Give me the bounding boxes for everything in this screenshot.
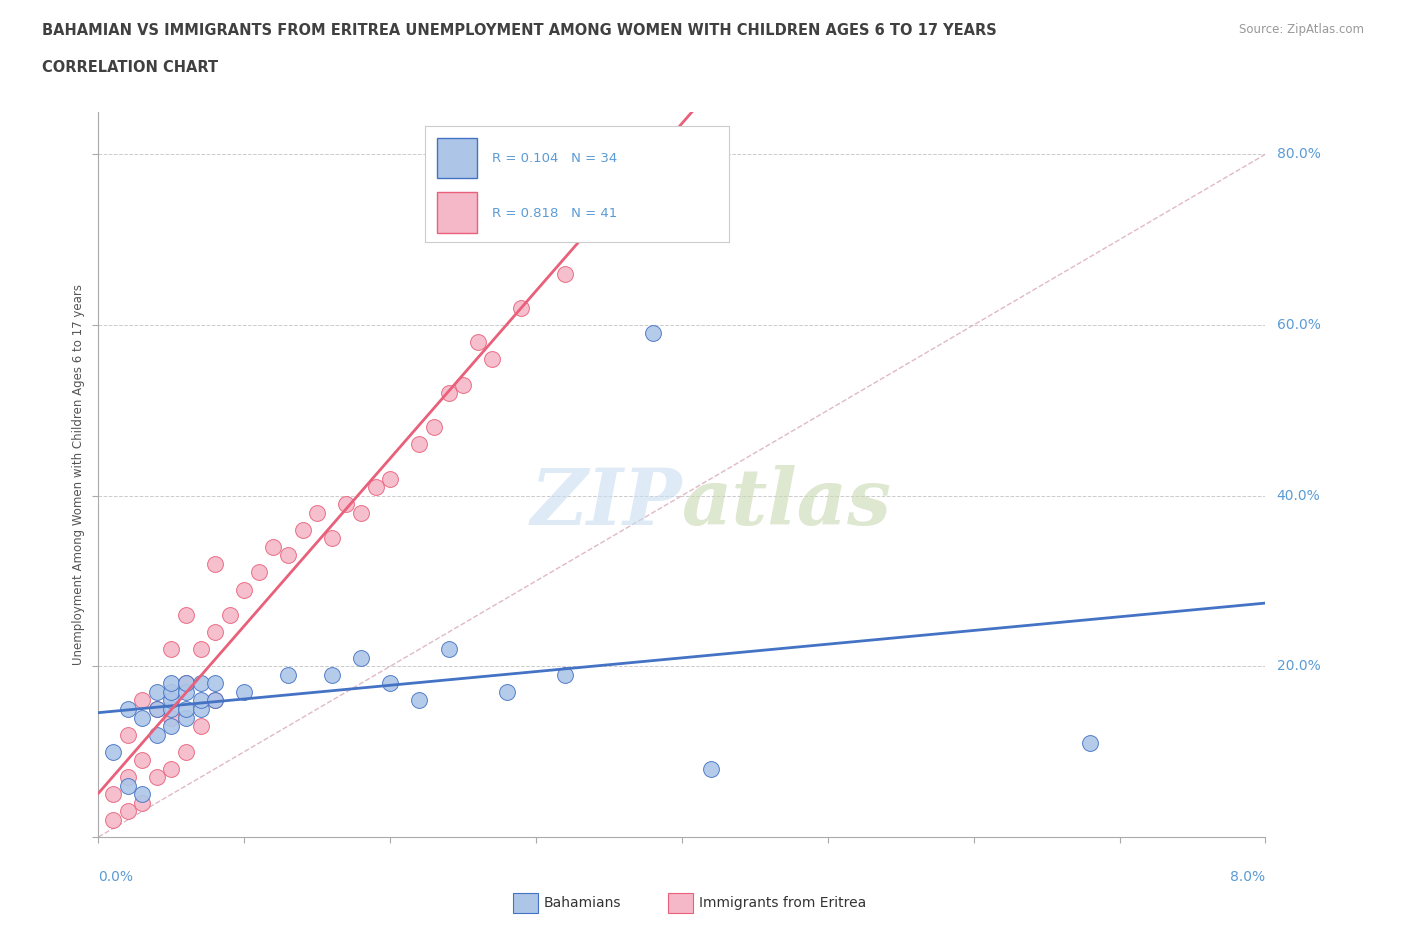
Point <box>204 693 226 708</box>
Point <box>262 539 284 554</box>
Text: 8.0%: 8.0% <box>1230 870 1265 884</box>
Point <box>160 642 183 657</box>
Text: 20.0%: 20.0% <box>1277 659 1320 673</box>
Point <box>378 676 402 691</box>
Point <box>131 693 153 708</box>
Point <box>247 565 270 580</box>
Text: Source: ZipAtlas.com: Source: ZipAtlas.com <box>1239 23 1364 36</box>
Point <box>204 556 226 571</box>
Point <box>307 505 329 520</box>
Point <box>321 668 343 683</box>
Point <box>101 787 124 802</box>
Point <box>467 335 489 350</box>
Point <box>117 701 139 716</box>
Point <box>451 378 474 392</box>
Point <box>190 701 212 716</box>
Point <box>277 548 299 563</box>
Point <box>204 676 226 691</box>
Point <box>117 770 139 785</box>
Point <box>554 266 576 281</box>
Point <box>321 531 343 546</box>
Point <box>174 676 197 691</box>
Point <box>190 642 212 657</box>
Point <box>233 684 256 699</box>
Point <box>146 770 169 785</box>
Text: 0.0%: 0.0% <box>98 870 134 884</box>
Point <box>423 420 446 435</box>
Point <box>160 711 183 725</box>
Point <box>174 676 197 691</box>
Point <box>408 693 430 708</box>
Point <box>190 693 212 708</box>
Point <box>146 701 169 716</box>
Text: ZIP: ZIP <box>530 465 682 541</box>
Point <box>131 787 153 802</box>
Point <box>160 762 183 777</box>
Point <box>481 352 503 366</box>
Text: atlas: atlas <box>682 465 891 541</box>
Point <box>146 727 169 742</box>
Point <box>146 684 169 699</box>
Text: 80.0%: 80.0% <box>1277 147 1320 161</box>
Point <box>510 300 533 315</box>
Point <box>291 523 314 538</box>
Text: Immigrants from Eritrea: Immigrants from Eritrea <box>699 896 866 910</box>
Text: 40.0%: 40.0% <box>1277 488 1320 502</box>
Text: Bahamians: Bahamians <box>544 896 621 910</box>
Text: BAHAMIAN VS IMMIGRANTS FROM ERITREA UNEMPLOYMENT AMONG WOMEN WITH CHILDREN AGES : BAHAMIAN VS IMMIGRANTS FROM ERITREA UNEM… <box>42 23 997 38</box>
Point <box>174 684 197 699</box>
Point <box>204 625 226 640</box>
Text: 60.0%: 60.0% <box>1277 318 1320 332</box>
Point <box>174 744 197 759</box>
Point <box>204 693 226 708</box>
Point <box>1080 736 1102 751</box>
Point <box>190 719 212 734</box>
Point <box>350 650 373 665</box>
Text: CORRELATION CHART: CORRELATION CHART <box>42 60 218 75</box>
Point <box>437 642 460 657</box>
Point <box>160 693 183 708</box>
Point <box>117 727 139 742</box>
Point <box>131 711 153 725</box>
Point <box>101 744 124 759</box>
Point <box>174 701 197 716</box>
Point <box>160 676 183 691</box>
Point <box>101 813 124 828</box>
Point <box>146 701 169 716</box>
Point <box>218 607 240 622</box>
Point <box>233 582 256 597</box>
Point <box>174 607 197 622</box>
Point <box>408 437 430 452</box>
Point <box>554 668 576 683</box>
Y-axis label: Unemployment Among Women with Children Ages 6 to 17 years: Unemployment Among Women with Children A… <box>72 284 84 665</box>
Point <box>117 804 139 818</box>
Point <box>131 795 153 810</box>
Point <box>160 719 183 734</box>
Point <box>437 386 460 401</box>
Point <box>496 684 519 699</box>
Point <box>131 752 153 767</box>
Point <box>364 480 387 495</box>
Point <box>277 668 299 683</box>
Point <box>117 778 139 793</box>
Point <box>160 701 183 716</box>
Point <box>174 711 197 725</box>
Point <box>641 326 664 341</box>
Point <box>335 497 357 512</box>
Point <box>700 762 723 777</box>
Point <box>190 676 212 691</box>
Point <box>378 472 402 486</box>
Point <box>160 684 183 699</box>
Point <box>350 505 373 520</box>
